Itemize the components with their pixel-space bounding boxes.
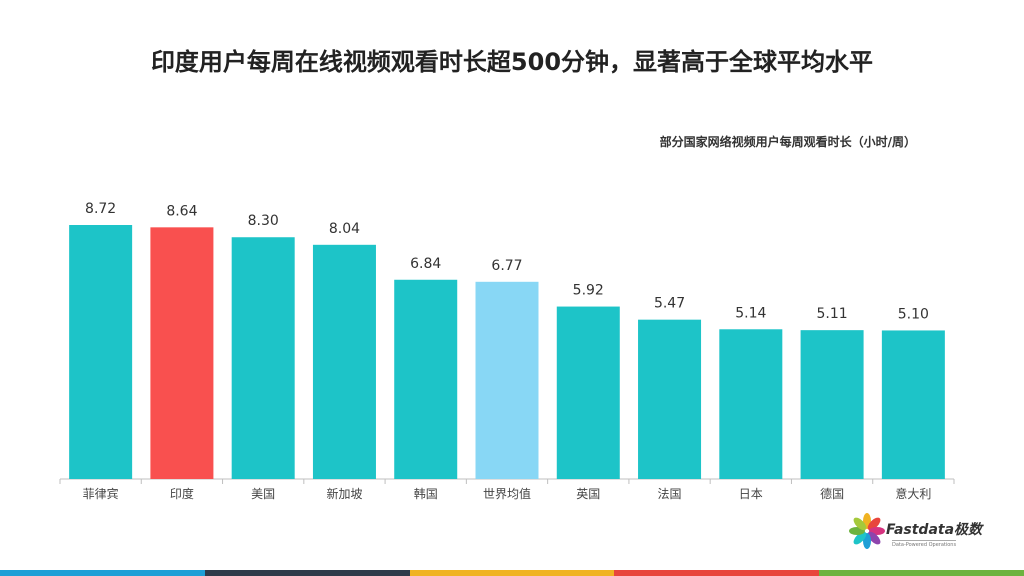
footer-segment: [819, 570, 1024, 576]
flower-logo-icon: [849, 513, 885, 549]
x-tick-label: 德国: [820, 486, 844, 501]
bar-2: [231, 237, 295, 479]
x-tick-label: 世界均值: [483, 486, 531, 501]
footer-color-bar: [0, 570, 1024, 576]
bar-5: [475, 281, 539, 479]
footer-segment: [614, 570, 820, 576]
x-tick-label: 韩国: [414, 486, 438, 501]
footer-segment: [204, 570, 410, 576]
bar-value-label: 8.64: [166, 203, 197, 219]
bar-value-label: 5.92: [573, 283, 604, 299]
bar-7: [638, 319, 702, 479]
bar-1: [150, 227, 214, 479]
x-tick-label: 美国: [251, 487, 275, 501]
bar-10: [881, 330, 945, 479]
bar-6: [556, 306, 620, 479]
x-tick-label: 印度: [170, 486, 194, 501]
bar-value-label: 8.30: [248, 213, 279, 229]
bar-value-label: 5.14: [735, 305, 766, 321]
fastdata-logo: Fastdata极数 Data-Powered Operations: [848, 511, 988, 553]
bar-value-label: 6.77: [491, 258, 522, 274]
x-tick-label: 新加坡: [326, 486, 362, 501]
x-tick-label: 法国: [658, 487, 682, 501]
logo-wordmark: Fastdata极数: [886, 522, 983, 538]
bar-9: [800, 330, 864, 479]
x-tick-label: 日本: [739, 487, 763, 501]
bar-value-label: 5.10: [898, 306, 929, 322]
bar-3: [312, 244, 376, 479]
bar-value-label: 5.11: [817, 306, 848, 322]
bar-value-label: 8.72: [85, 201, 116, 217]
x-tick-label: 英国: [576, 487, 600, 501]
chart-title: 部分国家网络视频用户每周观看时长（小时/周）: [659, 135, 916, 149]
logo-tagline: Data-Powered Operations: [892, 540, 957, 548]
bar-value-label: 8.04: [329, 221, 360, 237]
x-tick-label: 意大利: [895, 486, 931, 501]
bar-8: [719, 329, 783, 479]
footer-segment: [409, 570, 615, 576]
footer-segment: [0, 570, 205, 576]
bar-value-label: 5.47: [654, 296, 685, 312]
bar-value-label: 6.84: [410, 256, 441, 272]
page-title: 印度用户每周在线视频观看时长超500分钟，显著高于全球平均水平: [150, 48, 874, 76]
x-tick-label: 菲律宾: [83, 486, 119, 501]
bar-0: [69, 225, 133, 479]
bar-4: [394, 279, 458, 479]
